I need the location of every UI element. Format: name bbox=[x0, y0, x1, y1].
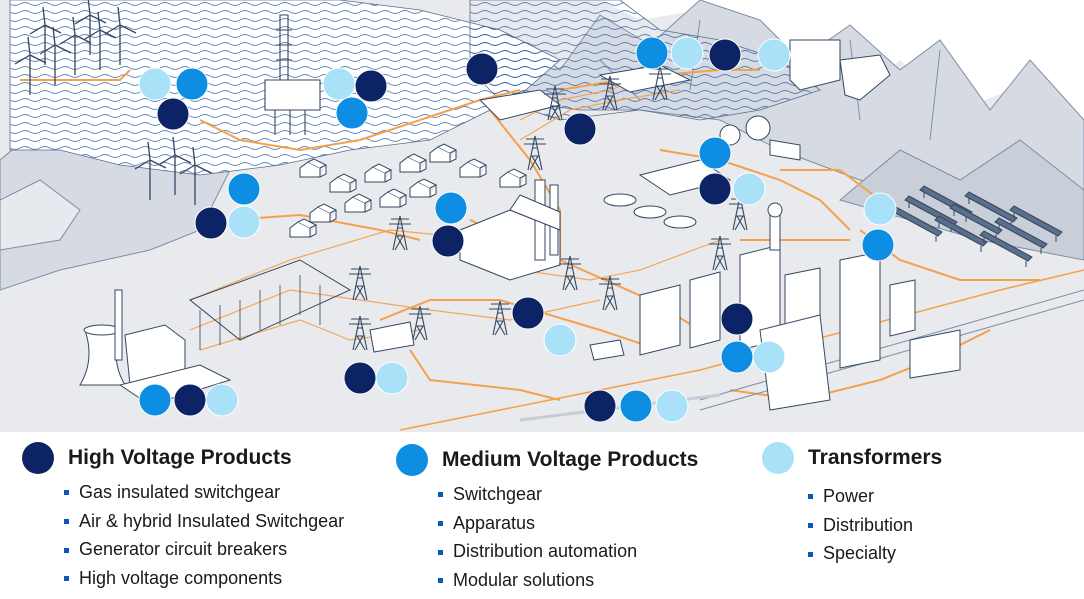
legend: High Voltage Products Gas insulated swit… bbox=[0, 432, 1084, 599]
marker-high-voltage-hill-substation bbox=[563, 112, 597, 146]
marker-transformers-transmission-line bbox=[543, 323, 577, 357]
energy-grid-illustration bbox=[0, 0, 1084, 432]
legend-item: Switchgear bbox=[438, 480, 698, 509]
marker-transformers-offshore-wind-farm bbox=[138, 67, 172, 101]
sky-area bbox=[0, 0, 1084, 120]
high-voltage-title: High Voltage Products bbox=[68, 446, 292, 469]
marker-high-voltage-city-center bbox=[720, 302, 754, 336]
marker-medium-voltage-solar-farm bbox=[861, 228, 895, 262]
marker-medium-voltage-thermal-power-plant bbox=[138, 383, 172, 417]
product-markers bbox=[138, 36, 897, 423]
transformers-dot-icon bbox=[762, 442, 794, 474]
marker-medium-voltage-railway bbox=[619, 389, 653, 423]
marker-transformers-hydro-dam bbox=[670, 36, 704, 70]
legend-item: Apparatus bbox=[438, 509, 698, 538]
legend-item: Specialty bbox=[808, 539, 942, 568]
marker-transformers-offshore-platform bbox=[322, 67, 356, 101]
legend-item: Air & hybrid Insulated Switchgear bbox=[64, 507, 344, 536]
marker-transformers-hydro-plant bbox=[757, 38, 791, 72]
marker-high-voltage-railway bbox=[583, 389, 617, 423]
marker-high-voltage-onshore-wind-farm bbox=[194, 206, 228, 240]
medium-voltage-dot-icon bbox=[396, 444, 428, 476]
legend-item: Distribution bbox=[808, 511, 942, 540]
marker-medium-voltage-offshore-wind-farm bbox=[175, 67, 209, 101]
legend-item: Distribution automation bbox=[438, 537, 698, 566]
high-voltage-dot-icon bbox=[22, 442, 54, 474]
marker-high-voltage-village bbox=[431, 224, 465, 258]
medium-voltage-title: Medium Voltage Products bbox=[442, 448, 699, 471]
legend-item: Generator circuit breakers bbox=[64, 535, 344, 564]
marker-transformers-switchyard bbox=[375, 361, 409, 395]
marker-medium-voltage-offshore-platform bbox=[335, 96, 369, 130]
switchyard bbox=[188, 259, 625, 361]
legend-transformers: Transformers Power Distribution Specialt… bbox=[762, 442, 942, 568]
legend-item: Modular solutions bbox=[438, 566, 698, 595]
marker-high-voltage-switchyard bbox=[343, 361, 377, 395]
marker-high-voltage-hydro-dam bbox=[708, 38, 742, 72]
marker-high-voltage-offshore-platform bbox=[354, 69, 388, 103]
legend-high-voltage: High Voltage Products Gas insulated swit… bbox=[22, 442, 344, 593]
marker-high-voltage-transmission-line bbox=[511, 296, 545, 330]
legend-item: High voltage components bbox=[64, 564, 344, 593]
legend-item: Power bbox=[808, 482, 942, 511]
hydro-dam bbox=[789, 39, 891, 101]
legend-medium-voltage: Medium Voltage Products Switchgear Appar… bbox=[396, 444, 698, 595]
marker-transformers-railway bbox=[655, 389, 689, 423]
industrial-plant bbox=[459, 179, 561, 281]
marker-transformers-thermal-power-plant bbox=[205, 383, 239, 417]
marker-transformers-city-center bbox=[752, 340, 786, 374]
marker-medium-voltage-chemical-plant bbox=[698, 136, 732, 170]
marker-high-voltage-coastal-substation bbox=[465, 52, 499, 86]
marker-high-voltage-chemical-plant bbox=[698, 172, 732, 206]
marker-high-voltage-offshore-wind-farm bbox=[156, 97, 190, 131]
marker-medium-voltage-village bbox=[434, 191, 468, 225]
marker-medium-voltage-city-center bbox=[720, 340, 754, 374]
offshore-platform bbox=[264, 14, 321, 135]
marker-transformers-solar-farm bbox=[863, 192, 897, 226]
marker-medium-voltage-onshore-wind-farm bbox=[227, 172, 261, 206]
hill-substation bbox=[478, 64, 692, 121]
marker-transformers-chemical-plant bbox=[732, 172, 766, 206]
marker-medium-voltage-hydro-dam bbox=[635, 36, 669, 70]
marker-high-voltage-thermal-power-plant bbox=[173, 383, 207, 417]
marker-transformers-onshore-wind-farm bbox=[227, 205, 261, 239]
transformers-title: Transformers bbox=[808, 446, 943, 469]
legend-item: Gas insulated switchgear bbox=[64, 478, 344, 507]
